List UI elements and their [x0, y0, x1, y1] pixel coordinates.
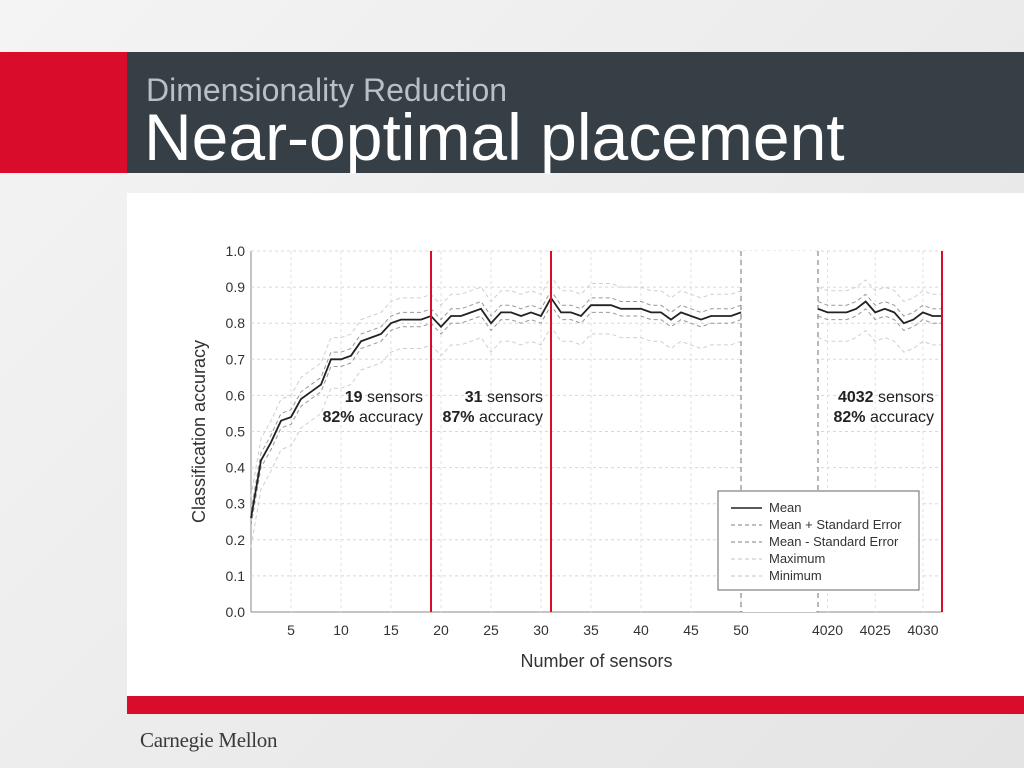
x-tick-label: 4030: [907, 622, 938, 638]
y-tick-label: 1.0: [226, 243, 246, 259]
carnegie-mellon-logo: Carnegie Mellon: [140, 728, 278, 752]
x-tick-label: 5: [287, 622, 295, 638]
x-tick-label: 4025: [860, 622, 891, 638]
x-tick-label: 40: [633, 622, 649, 638]
marker-sensors-label: 4032 sensors: [838, 389, 934, 406]
series-line-mean-standard-error: [817, 308, 942, 331]
title-accent-block: [0, 52, 127, 173]
series-line-mean: [817, 300, 942, 325]
x-tick-label: 50: [733, 622, 749, 638]
series-line-mean-standard-error: [817, 293, 942, 317]
legend-entry: Mean + Standard Error: [769, 517, 902, 532]
x-tick-label: 25: [483, 622, 499, 638]
series-line-maximum: [817, 279, 942, 303]
y-axis-label: Classification accuracy: [189, 340, 209, 523]
x-tick-label: 45: [683, 622, 699, 638]
y-tick-label: 0.8: [226, 315, 246, 331]
series-line-maximum: [250, 275, 742, 497]
legend-entry: Mean - Standard Error: [769, 534, 899, 549]
marker-sensors-label: 31 sensors: [465, 389, 543, 406]
x-tick-label: 30: [533, 622, 549, 638]
x-tick-label: 20: [433, 622, 449, 638]
y-tick-label: 0.2: [226, 532, 246, 548]
y-tick-label: 0.4: [226, 460, 246, 476]
x-axis-label: Number of sensors: [520, 651, 672, 671]
legend-entry: Minimum: [769, 568, 822, 583]
x-tick-label: 15: [383, 622, 399, 638]
marker-sensors-label: 19 sensors: [345, 389, 423, 406]
title-band: [127, 52, 1024, 173]
y-tick-label: 0.6: [226, 387, 246, 403]
marker-accuracy-label: 87% accuracy: [443, 409, 544, 426]
series-line-minimum: [817, 329, 942, 353]
series-line-minimum: [250, 325, 742, 548]
series-line-mean: [250, 296, 742, 519]
footer-accent-bar: [127, 696, 1024, 714]
marker-accuracy-label: 82% accuracy: [834, 409, 935, 426]
x-tick-label: 10: [333, 622, 349, 638]
y-tick-label: 0.7: [226, 351, 246, 367]
series-line-mean-standard-error: [250, 304, 742, 526]
y-tick-label: 0.9: [226, 279, 246, 295]
x-tick-label: 35: [583, 622, 599, 638]
x-tick-label: 4020: [812, 622, 843, 638]
marker-accuracy-label: 82% accuracy: [323, 409, 424, 426]
y-tick-label: 0.0: [226, 604, 246, 620]
legend-entry: Maximum: [769, 551, 825, 566]
y-tick-label: 0.1: [226, 568, 246, 584]
y-tick-label: 0.5: [226, 424, 246, 440]
legend-entry: Mean: [769, 500, 802, 515]
slide-subtitle: Dimensionality Reduction: [146, 72, 508, 108]
series-line-mean-standard-error: [250, 289, 742, 511]
y-tick-label: 0.3: [226, 496, 246, 512]
slide-title: Near-optimal placement: [144, 100, 845, 174]
